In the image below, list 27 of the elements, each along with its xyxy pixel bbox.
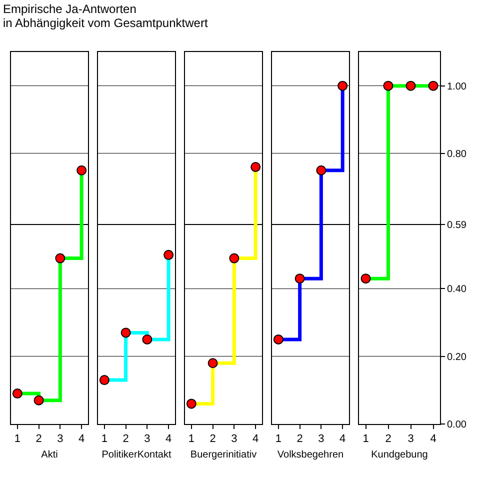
y-tick-label: 0.00 [447,420,467,430]
point [250,162,261,172]
y-tick-label: 0.20 [447,352,467,363]
x-tick-label: 1 [275,433,282,446]
y-tick-label: 0.40 [447,284,467,296]
point [338,80,348,91]
x-axis-title: Buergerinitiativ [190,450,257,461]
x-tick-label: 3 [231,433,238,446]
x-tick-label: 4 [252,433,259,446]
x-tick-label: 4 [430,433,436,446]
x-tick-label: 2 [296,433,303,446]
y-tick-label: 1.00 [447,81,467,92]
point [229,253,240,264]
x-tick-label: 4 [340,433,346,446]
point [294,274,305,284]
x-axis-title: Kundgebung [371,450,428,461]
y-tick-label: 0.80 [447,148,467,160]
point [273,334,284,344]
x-tick-label: 1 [362,433,369,446]
x-tick-label: 3 [408,433,414,446]
x-tick-label: 2 [385,433,392,446]
point [316,165,326,176]
y-tick-label: 0.59 [447,220,467,231]
x-axis-title: Volksbegehren [277,450,344,461]
point [208,358,218,368]
x-tick-label: 2 [210,433,216,446]
x-tick-label: 3 [318,433,324,446]
